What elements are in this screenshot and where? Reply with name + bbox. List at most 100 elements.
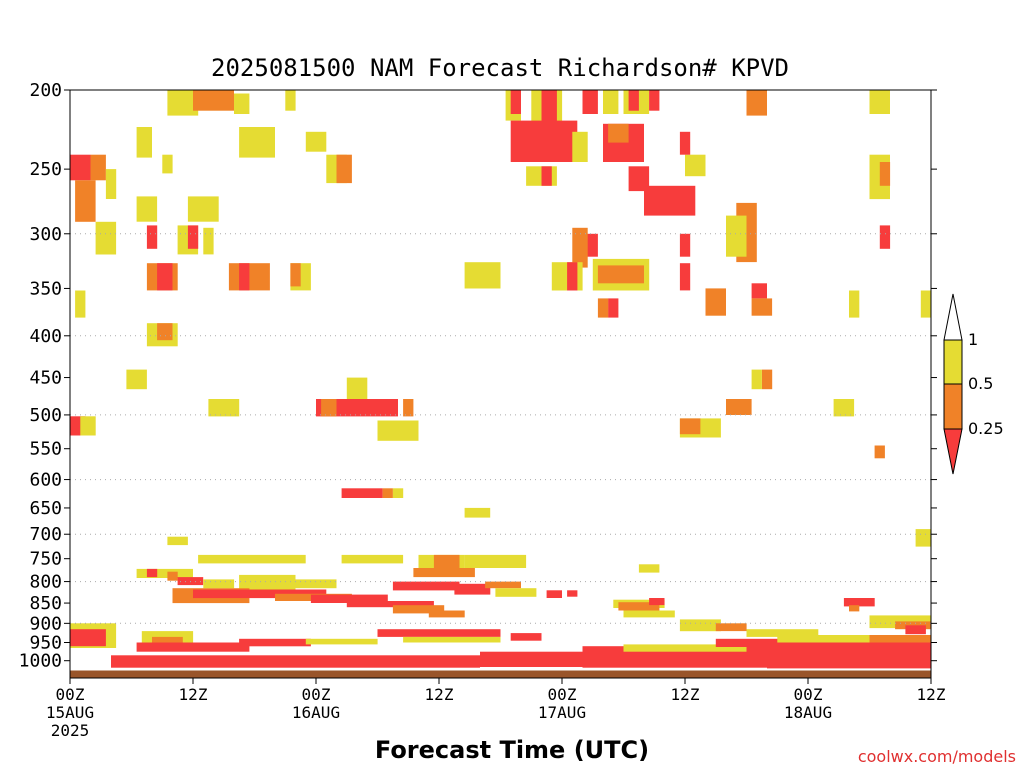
heatmap-cell [377, 629, 501, 637]
heatmap-cell [152, 636, 183, 645]
heatmap-cell [869, 90, 890, 114]
heatmap-cell [234, 93, 250, 114]
heatmap-cell [746, 90, 767, 116]
gridlines [70, 233, 931, 624]
heatmap-cell [167, 536, 188, 546]
heatmap-cell [485, 581, 521, 589]
y-tick-label: 700 [29, 524, 62, 545]
heatmap-cell [546, 590, 562, 598]
heatmap-cell [464, 262, 501, 289]
heatmap-cell [136, 196, 158, 222]
heatmap-cell [382, 488, 393, 498]
heatmap-cells [70, 90, 932, 678]
y-tick-label: 250 [29, 159, 62, 180]
heatmap-cell [341, 554, 404, 564]
legend-label: 1 [968, 330, 978, 349]
legend-label: 0.25 [968, 419, 1004, 438]
heatmap-cell [572, 131, 588, 162]
heatmap-cell [403, 636, 501, 643]
heatmap-cell [905, 625, 926, 635]
heatmap-cell [239, 574, 296, 590]
x-tick-label: 00Z [794, 685, 823, 704]
x-tick-label: 00Z [56, 685, 85, 704]
heatmap-cell [80, 416, 96, 436]
heatmap-cell [608, 298, 619, 318]
heatmap-cell [567, 262, 578, 291]
heatmap-cell [746, 629, 819, 637]
heatmap-cell [157, 263, 173, 291]
heatmap-cell [239, 263, 250, 291]
color-legend: 1 0.5 0.25 [943, 293, 1004, 475]
heatmap-cell [392, 605, 445, 614]
heatmap-cell [70, 670, 931, 678]
heatmap-cell [685, 154, 706, 177]
heatmap-cell [679, 418, 701, 435]
heatmap-cell [167, 571, 178, 581]
heatmap-cell [136, 127, 152, 158]
heatmap-cell [480, 651, 583, 667]
heatmap-cell [285, 90, 296, 111]
heatmap-cell [726, 215, 747, 257]
heatmap-cell [146, 225, 158, 249]
y-tick-label: 400 [29, 326, 62, 347]
heatmap-cell [239, 638, 311, 647]
heatmap-cell [843, 598, 875, 607]
legend-swatch [943, 383, 963, 430]
heatmap-cell [187, 196, 219, 222]
x-tick-label: 16AUG [292, 703, 340, 722]
heatmap-cell [597, 298, 609, 318]
heatmap-cell [879, 225, 891, 249]
heatmap-cell [567, 590, 578, 597]
plot-frame [69, 89, 932, 679]
x-tick-label: 12Z [917, 685, 946, 704]
heatmap-cell [920, 290, 932, 318]
heatmap-cell [208, 399, 240, 417]
heatmap-cell [608, 123, 629, 143]
heatmap-cell [644, 185, 696, 216]
heatmap-cell [751, 298, 773, 316]
heatmap-cell [638, 564, 660, 573]
heatmap-cell [915, 529, 931, 547]
y-tick-label: 1000 [19, 651, 62, 672]
heatmap-cell [295, 579, 337, 589]
heatmap-cell [111, 655, 480, 668]
heatmap-cell [341, 488, 383, 498]
heatmap-cell [495, 588, 537, 597]
heatmap-cell [157, 323, 173, 341]
heatmap-cell [623, 644, 747, 652]
y-tick-label: 650 [29, 498, 62, 519]
heatmap-cell [413, 568, 475, 578]
heatmap-cell [193, 589, 327, 599]
heatmap-cell [649, 90, 660, 111]
heatmap-cell [433, 554, 460, 568]
heatmap-cell [618, 602, 660, 611]
x-axis-label: Forecast Time (UTC) [375, 736, 649, 764]
y-tick-label: 850 [29, 593, 62, 614]
heatmap-cell [203, 579, 235, 589]
legend-swatch [943, 339, 963, 385]
x-tick-label: 18AUG [784, 703, 832, 722]
heatmap-cell [70, 154, 91, 181]
x-tick-label: 00Z [302, 685, 331, 704]
heatmap-cell [392, 488, 404, 498]
heatmap-cell [321, 399, 337, 417]
heatmap-cell [75, 180, 96, 222]
heatmap-cell [649, 598, 665, 606]
heatmap-cell [136, 568, 193, 578]
heatmap-cell [510, 90, 521, 114]
heatmap-cell [95, 221, 117, 255]
y-tick-label: 800 [29, 572, 62, 593]
heatmap-cell [715, 638, 788, 647]
legend-label: 0.5 [968, 374, 993, 393]
heatmap-cell [777, 635, 870, 643]
heatmap-cell [310, 594, 388, 603]
heatmap-cell [136, 642, 250, 652]
heatmap-cell [597, 265, 644, 284]
y-tick-label: 450 [29, 368, 62, 389]
y-tick-label: 300 [29, 224, 62, 245]
heatmap-cell [290, 263, 301, 287]
heatmap-cell [392, 581, 460, 591]
heatmap-cell [869, 635, 931, 643]
